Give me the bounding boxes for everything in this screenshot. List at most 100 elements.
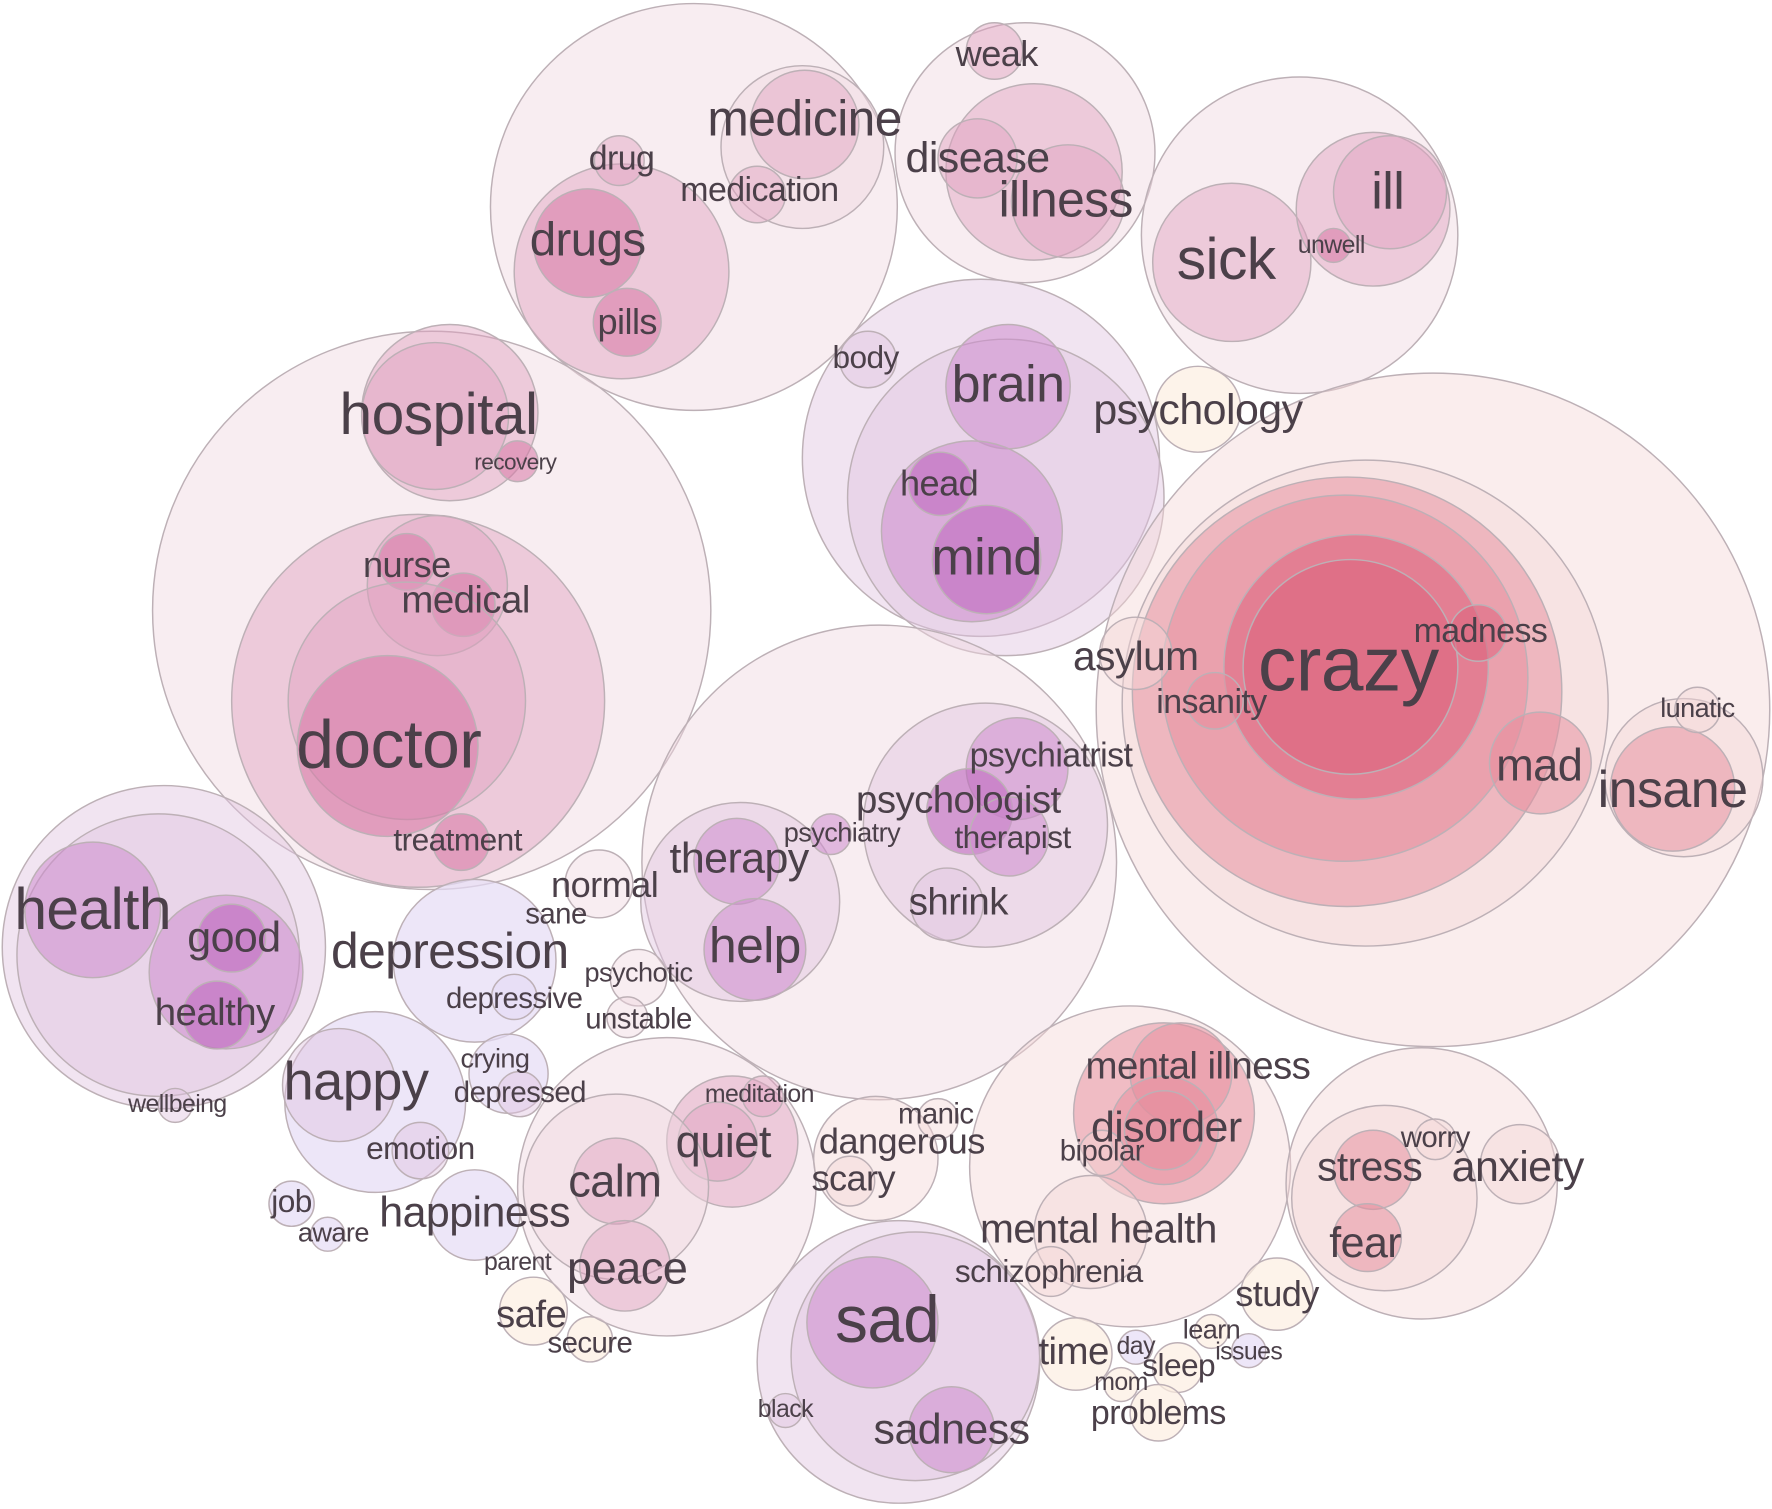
word-label: disease <box>906 134 1050 182</box>
bubble <box>945 83 1123 261</box>
word-label: problems <box>1091 1394 1226 1432</box>
bubble <box>931 504 1042 615</box>
word-label: brain <box>952 356 1065 414</box>
word-label: depressed <box>454 1076 586 1109</box>
word-label: wellbeing <box>127 1090 227 1118</box>
word-label: medical <box>401 579 529 622</box>
word-label: happiness <box>379 1188 570 1236</box>
word-label: time <box>1038 1330 1108 1373</box>
word-label: job <box>270 1183 312 1219</box>
bubble <box>572 1137 660 1225</box>
bubble <box>1488 711 1592 815</box>
bubble <box>812 1095 939 1222</box>
bubble <box>566 1315 614 1363</box>
word-label: shrink <box>909 880 1009 923</box>
bubble <box>377 532 436 591</box>
word-label: medicine <box>707 90 901 146</box>
bubble <box>522 1093 710 1281</box>
word-label: mom <box>1094 1368 1148 1396</box>
word-label: treatment <box>393 821 522 857</box>
bubble <box>824 1155 876 1207</box>
bubble <box>720 64 885 230</box>
bubble <box>1193 1313 1230 1350</box>
word-label: doctor <box>296 707 481 782</box>
word-label: happy <box>284 1051 430 1111</box>
word-label: parent <box>484 1248 552 1276</box>
bubble <box>296 654 479 838</box>
bubble <box>1129 1383 1188 1442</box>
bubble <box>965 22 1024 80</box>
bubble <box>968 796 1050 877</box>
word-label: manic <box>898 1097 974 1130</box>
word-label: nurse <box>363 544 451 585</box>
bubble <box>677 1101 758 1182</box>
word-label: peace <box>567 1242 687 1293</box>
bubble <box>498 1276 569 1346</box>
bubble <box>432 813 491 872</box>
word-label: depression <box>331 923 569 979</box>
word-label: illness <box>999 172 1133 228</box>
bubble <box>1240 1257 1314 1332</box>
word-label: good <box>187 914 280 962</box>
word-label: ill <box>1371 162 1404 220</box>
bubble <box>157 1087 193 1124</box>
word-label: psychologist <box>856 779 1061 822</box>
bubble <box>1479 1123 1561 1205</box>
bubble <box>592 287 662 357</box>
bubble <box>1185 671 1244 730</box>
word-label: safe <box>496 1293 566 1336</box>
bubble <box>489 2 899 412</box>
bubble <box>1103 1366 1139 1403</box>
word-label: sick <box>1177 227 1277 292</box>
bubble <box>496 440 539 483</box>
bubble <box>1078 1129 1126 1177</box>
word-label: health <box>14 877 171 942</box>
word-label: psychotic <box>585 956 693 987</box>
word-label: emotion <box>366 1130 475 1166</box>
word-label: mental illness <box>1086 1044 1311 1087</box>
word-label: dangerous <box>819 1120 985 1161</box>
word-label: insane <box>1598 761 1748 819</box>
word-label: healthy <box>155 991 276 1034</box>
word-label: madness <box>1414 612 1548 650</box>
bubble <box>1010 144 1126 259</box>
bubble <box>496 1070 544 1118</box>
bubble <box>728 165 787 224</box>
bubble <box>606 996 649 1039</box>
bubble <box>767 1392 804 1429</box>
bubble <box>838 330 897 389</box>
bubble <box>741 1075 784 1118</box>
bubble <box>1038 1317 1113 1391</box>
bubble <box>809 813 852 856</box>
bubble <box>1332 1202 1403 1273</box>
word-label: stress <box>1317 1144 1422 1190</box>
bubble <box>1098 616 1173 691</box>
word-label: therapy <box>669 835 809 883</box>
bubble <box>281 1027 397 1143</box>
bubble <box>360 341 510 491</box>
word-label: meditation <box>705 1080 814 1108</box>
bubble <box>490 973 538 1021</box>
bubble <box>593 135 645 187</box>
bubble <box>1674 686 1721 734</box>
bubble <box>907 1386 996 1474</box>
bubble <box>1033 1174 1148 1290</box>
bubble <box>1123 1089 1205 1171</box>
word-label: bipolar <box>1060 1135 1145 1168</box>
word-label: mental health <box>980 1206 1217 1252</box>
bubble <box>937 118 1018 199</box>
bubble <box>24 841 162 979</box>
bubble <box>609 948 668 1007</box>
labels: weak medicine drug medication diseaseillness… <box>14 33 1748 1453</box>
word-label: anxiety <box>1452 1143 1585 1191</box>
word-label: head <box>900 463 978 504</box>
bubble <box>666 1075 799 1208</box>
word-label: schizophrenia <box>955 1253 1144 1289</box>
word-label: crazy <box>1258 622 1440 708</box>
bubble <box>1315 227 1352 264</box>
word-label: study <box>1235 1273 1319 1314</box>
word-label: help <box>709 918 801 974</box>
word-label: medication <box>680 171 838 209</box>
